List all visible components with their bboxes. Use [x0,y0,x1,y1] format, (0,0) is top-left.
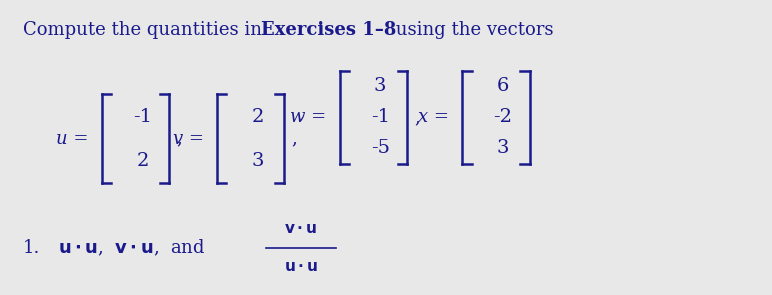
Text: 2: 2 [251,107,264,126]
Text: ,: , [292,130,297,148]
Text: ,: , [177,130,182,148]
Text: -1: -1 [371,108,390,126]
Text: 1.: 1. [23,239,41,257]
Text: x =: x = [418,108,449,126]
Text: 3: 3 [496,139,510,157]
Text: 3: 3 [251,152,264,170]
Text: -5: -5 [371,139,390,157]
Text: w =: w = [290,108,327,126]
Text: ,: , [415,108,420,126]
Text: -2: -2 [493,108,513,126]
Text: $\mathbf{v \cdot u}$: $\mathbf{v \cdot u}$ [284,222,318,236]
Text: using the vectors: using the vectors [390,21,554,39]
Text: v =: v = [173,130,204,148]
Text: 3: 3 [374,77,387,95]
Text: 2: 2 [136,152,149,170]
Text: -1: -1 [133,107,152,126]
Text: $\mathbf{u \cdot u}$: $\mathbf{u \cdot u}$ [284,260,318,274]
Text: u =: u = [56,130,89,148]
Text: Compute the quantities in: Compute the quantities in [23,21,268,39]
Text: $\mathbf{u \cdot u}$,  $\mathbf{v \cdot u}$,  and: $\mathbf{u \cdot u}$, $\mathbf{v \cdot u… [58,238,205,258]
Text: Exercises 1–8: Exercises 1–8 [261,21,396,39]
Text: 6: 6 [496,77,510,95]
